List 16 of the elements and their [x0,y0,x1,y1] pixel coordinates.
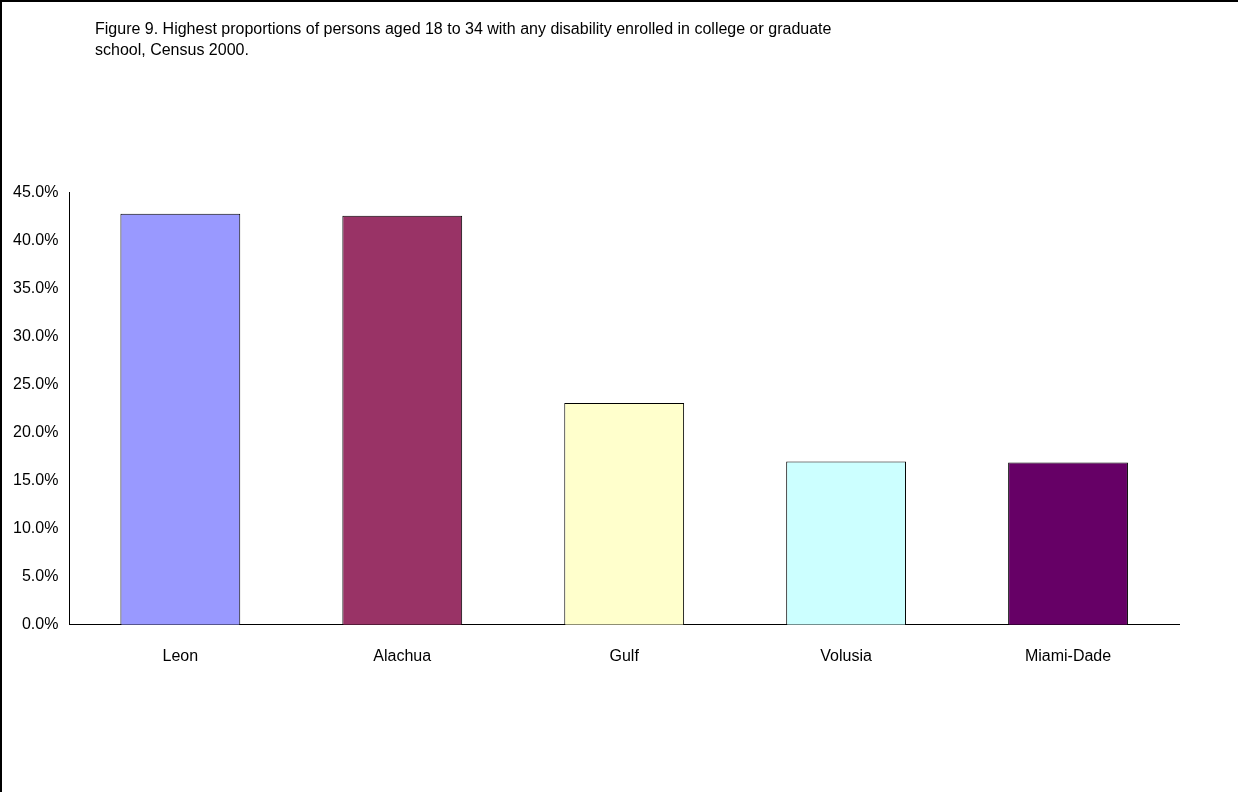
x-tick-label: Volusia [820,646,873,664]
y-tick-label: 45.0% [12,183,59,201]
y-tick-label: 40.0% [12,231,59,249]
y-tick-label: 20.0% [12,423,59,441]
x-tick-label: Leon [162,646,199,664]
y-tick-label: 15.0% [12,471,59,489]
chart-title: Figure 9. Highest proportions of persons aged 18 to 34 with any disability enrolled in college or graduate school, Census 2000. [95,19,833,60]
y-tick-label: 30.0% [12,327,59,345]
x-tick-label: Miami-Dade [1024,646,1112,664]
y-tick-label: 35.0% [12,279,59,297]
x-tick-label: Alachua [373,646,432,664]
y-tick-label: 10.0% [12,519,59,537]
y-tick-label: 0.0% [21,615,59,633]
y-tick-label: 5.0% [21,567,59,585]
x-tick-label: Gulf [609,646,640,664]
y-tick-label: 25.0% [12,375,59,393]
